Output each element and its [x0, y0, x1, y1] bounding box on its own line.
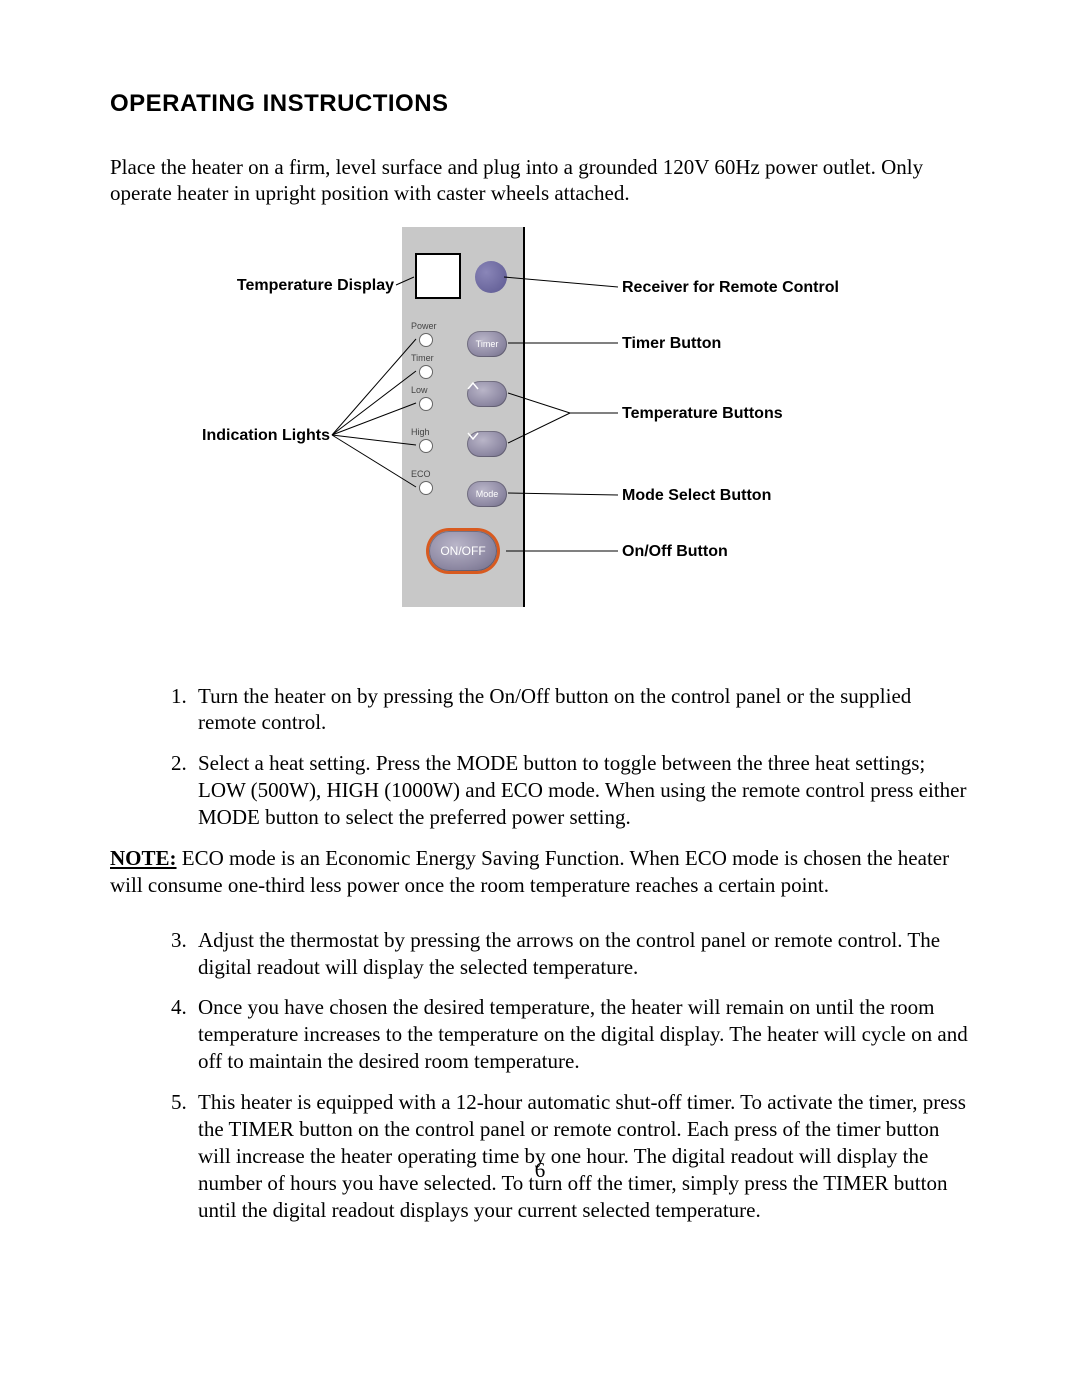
light-eco	[419, 481, 433, 495]
step-2: Select a heat setting. Press the MODE bu…	[192, 750, 970, 831]
note-label: NOTE:	[110, 846, 177, 870]
callout-timer-button: Timer Button	[622, 335, 721, 353]
light-label-power: Power	[411, 321, 437, 331]
note-text: ECO mode is an Economic Energy Saving Fu…	[110, 846, 949, 897]
light-low	[419, 397, 433, 411]
callout-ir-receiver: Receiver for Remote Control	[622, 279, 839, 297]
temp-up-button[interactable]	[467, 381, 507, 407]
control-panel: Power Timer Low High ECO Timer Mode ON/O…	[402, 227, 525, 607]
light-label-low: Low	[411, 385, 428, 395]
callout-indication-lights: Indication Lights	[202, 427, 330, 445]
ir-receiver	[475, 261, 507, 293]
step-4: Once you have chosen the desired tempera…	[192, 994, 970, 1075]
instruction-list-a: Turn the heater on by pressing the On/Of…	[110, 683, 970, 831]
callout-temperature-display: Temperature Display	[237, 277, 394, 295]
temperature-display	[415, 253, 461, 299]
onoff-button[interactable]: ON/OFF	[429, 531, 497, 571]
intro-paragraph: Place the heater on a firm, level surfac…	[110, 154, 970, 207]
page-title: OPERATING INSTRUCTIONS	[110, 90, 970, 118]
page-number: 6	[0, 1158, 1080, 1183]
light-timer	[419, 365, 433, 379]
step-5: This heater is equipped with a 12-hour a…	[192, 1089, 970, 1223]
mode-button[interactable]: Mode	[467, 481, 507, 507]
light-power	[419, 333, 433, 347]
light-label-high: High	[411, 427, 430, 437]
timer-button[interactable]: Timer	[467, 331, 507, 357]
light-label-eco: ECO	[411, 469, 431, 479]
callout-mode-button: Mode Select Button	[622, 487, 771, 505]
chevron-down-icon	[467, 431, 479, 441]
chevron-up-icon	[467, 381, 479, 391]
temp-down-button[interactable]	[467, 431, 507, 457]
light-label-timer: Timer	[411, 353, 434, 363]
light-high	[419, 439, 433, 453]
callout-onoff-button: On/Off Button	[622, 543, 728, 561]
step-1: Turn the heater on by pressing the On/Of…	[192, 683, 970, 737]
callout-temperature-buttons: Temperature Buttons	[622, 405, 783, 423]
control-panel-diagram: Temperature Display Indication Lights Re…	[110, 227, 970, 647]
eco-note: NOTE: ECO mode is an Economic Energy Sav…	[110, 845, 970, 899]
step-3: Adjust the thermostat by pressing the ar…	[192, 927, 970, 981]
page: OPERATING INSTRUCTIONS Place the heater …	[0, 0, 1080, 1397]
